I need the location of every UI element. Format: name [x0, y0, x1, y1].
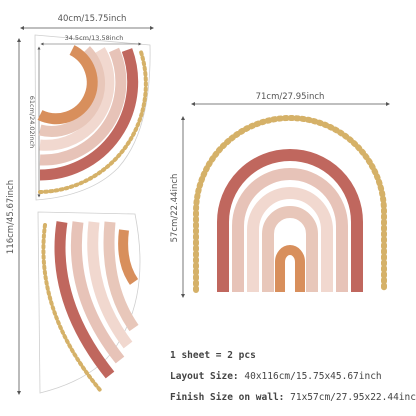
layout-size-label: Layout Size:	[170, 371, 239, 382]
rainbow-illustration	[193, 115, 387, 293]
sheet-height-dimension: 116cm/45.67inch	[6, 38, 21, 395]
sheet-count-value: 1 sheet = 2 pcs	[170, 350, 256, 361]
finish-size-text: Finish Size on wall: 71x57cm/27.95x22.44…	[170, 392, 416, 403]
inner-width-label: 34.5cm/13.58inch	[65, 34, 124, 42]
finish-size-label: Finish Size on wall:	[170, 392, 285, 403]
sheet-width-dimension: 40cm/15.75inch	[20, 14, 154, 30]
rainbow-height-label: 57cm/22.44inch	[170, 174, 180, 243]
rainbow-width-dimension: 71cm/27.95inch	[191, 92, 390, 106]
sheet-height-label: 116cm/45.67inch	[6, 180, 16, 254]
sheet-count-text: 1 sheet = 2 pcs	[170, 350, 256, 361]
sheet-piece-bottom	[37, 211, 141, 394]
finish-size-value: 71x57cm/27.95x22.44inch	[290, 392, 416, 403]
rainbow-height-dimension: 57cm/22.44inch	[170, 116, 185, 298]
sheet-width-label: 40cm/15.75inch	[58, 14, 127, 24]
layout-size-value: 40x116cm/15.75x45.67inch	[244, 371, 382, 382]
rainbow-width-label: 71cm/27.95inch	[256, 92, 325, 102]
sheet-piece-top: 34.5cm/13.58inch 61cm/24.02inch	[28, 34, 151, 201]
layout-size-text: Layout Size: 40x116cm/15.75x45.67inch	[170, 371, 382, 382]
inner-height-label: 61cm/24.02inch	[28, 96, 36, 149]
